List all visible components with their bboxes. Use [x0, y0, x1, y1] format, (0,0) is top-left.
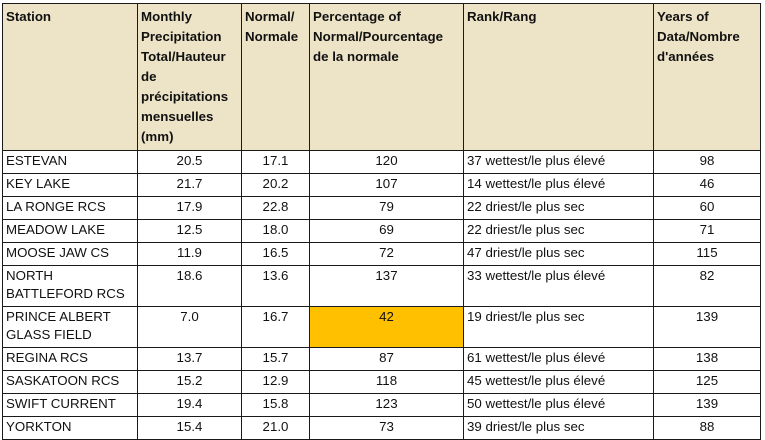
cell-percent: 137	[309, 265, 464, 307]
cell-monthly: 15.2	[137, 370, 242, 394]
table-row: SASKATOON RCS 15.2 12.9 118 45 wettest/l…	[2, 370, 761, 394]
header-rank: Rank/Rang	[463, 3, 654, 151]
cell-station: LA RONGE RCS	[2, 196, 138, 220]
table-row: NORTH BATTLEFORD RCS 18.6 13.6 137 33 we…	[2, 265, 761, 307]
cell-station: YORKTON	[2, 416, 138, 440]
cell-percent: 120	[309, 150, 464, 174]
cell-rank: 50 wettest/le plus élevé	[463, 393, 654, 417]
cell-station: PRINCE ALBERT GLASS FIELD	[2, 306, 138, 348]
cell-rank: 37 wettest/le plus élevé	[463, 150, 654, 174]
cell-years: 98	[653, 150, 761, 174]
cell-monthly: 12.5	[137, 219, 242, 243]
cell-station: KEY LAKE	[2, 173, 138, 197]
cell-years: 125	[653, 370, 761, 394]
cell-station: MEADOW LAKE	[2, 219, 138, 243]
cell-monthly: 13.7	[137, 347, 242, 371]
cell-percent: 123	[309, 393, 464, 417]
header-years-of-data: Years of Data/Nombre d'années	[653, 3, 761, 151]
cell-percent: 107	[309, 173, 464, 197]
table-row: YORKTON 15.4 21.0 73 39 driest/le plus s…	[2, 416, 761, 440]
table-row: MOOSE JAW CS 11.9 16.5 72 47 driest/le p…	[2, 242, 761, 266]
cell-rank: 22 driest/le plus sec	[463, 219, 654, 243]
cell-rank: 47 driest/le plus sec	[463, 242, 654, 266]
cell-monthly: 20.5	[137, 150, 242, 174]
cell-rank: 19 driest/le plus sec	[463, 306, 654, 348]
cell-years: 139	[653, 306, 761, 348]
cell-monthly: 15.4	[137, 416, 242, 440]
header-percentage-of-normal: Percentage of Normal/Pourcentage de la n…	[309, 3, 464, 151]
cell-rank: 39 driest/le plus sec	[463, 416, 654, 440]
cell-normal: 18.0	[241, 219, 310, 243]
cell-years: 88	[653, 416, 761, 440]
cell-rank: 33 wettest/le plus élevé	[463, 265, 654, 307]
cell-monthly: 18.6	[137, 265, 242, 307]
header-row: Station Monthly Precipitation Total/Haut…	[2, 3, 761, 151]
table-row: KEY LAKE 21.7 20.2 107 14 wettest/le plu…	[2, 173, 761, 197]
cell-monthly: 11.9	[137, 242, 242, 266]
cell-normal: 12.9	[241, 370, 310, 394]
cell-years: 139	[653, 393, 761, 417]
cell-normal: 22.8	[241, 196, 310, 220]
cell-monthly: 21.7	[137, 173, 242, 197]
cell-station: NORTH BATTLEFORD RCS	[2, 265, 138, 307]
cell-percent-highlighted: 42	[309, 306, 464, 348]
cell-normal: 15.7	[241, 347, 310, 371]
cell-percent: 73	[309, 416, 464, 440]
cell-rank: 61 wettest/le plus élevé	[463, 347, 654, 371]
cell-years: 71	[653, 219, 761, 243]
cell-percent: 72	[309, 242, 464, 266]
cell-normal: 17.1	[241, 150, 310, 174]
cell-station: SASKATOON RCS	[2, 370, 138, 394]
cell-years: 115	[653, 242, 761, 266]
cell-station: MOOSE JAW CS	[2, 242, 138, 266]
cell-normal: 16.5	[241, 242, 310, 266]
cell-rank: 22 driest/le plus sec	[463, 196, 654, 220]
cell-years: 138	[653, 347, 761, 371]
cell-monthly: 17.9	[137, 196, 242, 220]
table-row: SWIFT CURRENT 19.4 15.8 123 50 wettest/l…	[2, 393, 761, 417]
cell-station: REGINA RCS	[2, 347, 138, 371]
table-row: ESTEVAN 20.5 17.1 120 37 wettest/le plus…	[2, 150, 761, 174]
cell-station: SWIFT CURRENT	[2, 393, 138, 417]
cell-rank: 45 wettest/le plus élevé	[463, 370, 654, 394]
cell-normal: 20.2	[241, 173, 310, 197]
table-row: MEADOW LAKE 12.5 18.0 69 22 driest/le pl…	[2, 219, 761, 243]
cell-monthly: 19.4	[137, 393, 242, 417]
cell-monthly: 7.0	[137, 306, 242, 348]
cell-percent: 87	[309, 347, 464, 371]
header-monthly-precipitation: Monthly Precipitation Total/Hauteur de p…	[137, 3, 242, 151]
cell-station: ESTEVAN	[2, 150, 138, 174]
cell-normal: 13.6	[241, 265, 310, 307]
cell-percent: 79	[309, 196, 464, 220]
table-row: REGINA RCS 13.7 15.7 87 61 wettest/le pl…	[2, 347, 761, 371]
cell-normal: 21.0	[241, 416, 310, 440]
header-normal: Normal/ Normale	[241, 3, 310, 151]
cell-rank: 14 wettest/le plus élevé	[463, 173, 654, 197]
cell-years: 82	[653, 265, 761, 307]
cell-years: 46	[653, 173, 761, 197]
cell-percent: 69	[309, 219, 464, 243]
table-row: PRINCE ALBERT GLASS FIELD 7.0 16.7 42 19…	[2, 306, 761, 348]
cell-normal: 15.8	[241, 393, 310, 417]
cell-years: 60	[653, 196, 761, 220]
header-station: Station	[2, 3, 138, 151]
cell-percent: 118	[309, 370, 464, 394]
cell-normal: 16.7	[241, 306, 310, 348]
precipitation-table: Station Monthly Precipitation Total/Haut…	[2, 3, 761, 440]
table-row: LA RONGE RCS 17.9 22.8 79 22 driest/le p…	[2, 196, 761, 220]
